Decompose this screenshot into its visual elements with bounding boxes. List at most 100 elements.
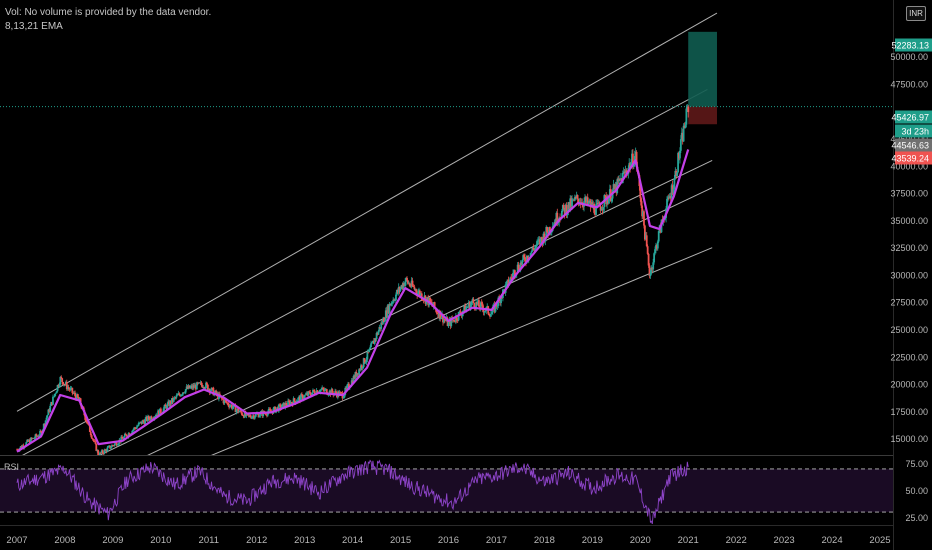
candle-body bbox=[191, 385, 194, 389]
candle-body bbox=[44, 420, 47, 426]
candle-body bbox=[608, 189, 611, 198]
candle-body bbox=[181, 394, 183, 396]
candle-body bbox=[546, 227, 549, 233]
candle bbox=[37, 434, 40, 437]
candle-body bbox=[436, 312, 439, 314]
candle-body bbox=[245, 413, 248, 416]
candle-body bbox=[669, 196, 672, 199]
target-zone[interactable] bbox=[688, 31, 717, 107]
rsi-pane[interactable] bbox=[0, 459, 893, 525]
candle bbox=[31, 437, 34, 440]
candle bbox=[405, 277, 407, 286]
candle bbox=[513, 269, 515, 275]
candle bbox=[64, 383, 66, 386]
candle-body bbox=[385, 310, 388, 317]
candle-body bbox=[535, 245, 537, 248]
candle-body bbox=[204, 387, 206, 389]
price-label-red[interactable]: 43539.24 bbox=[891, 151, 932, 165]
candle bbox=[470, 300, 473, 307]
candle-body bbox=[676, 172, 679, 176]
price-label-green[interactable]: 45426.97 bbox=[891, 110, 932, 124]
candle-body bbox=[587, 202, 590, 204]
candle-body bbox=[510, 277, 513, 279]
candle bbox=[482, 305, 485, 316]
candle-body bbox=[367, 351, 370, 353]
candle bbox=[613, 183, 616, 190]
candle-body bbox=[380, 322, 383, 329]
candle-body bbox=[150, 416, 153, 420]
candle bbox=[593, 202, 596, 215]
channel-line-3[interactable] bbox=[89, 159, 713, 460]
candle bbox=[536, 239, 538, 249]
candle bbox=[253, 414, 255, 420]
candle-body bbox=[531, 247, 534, 252]
time-tick-label: 2024 bbox=[821, 535, 842, 546]
candle bbox=[407, 279, 409, 285]
candle-body bbox=[617, 179, 620, 182]
candle-body bbox=[454, 321, 456, 323]
candle bbox=[62, 381, 65, 386]
candle bbox=[681, 128, 684, 145]
candle-body bbox=[570, 198, 573, 207]
candle-body bbox=[251, 416, 254, 419]
candle bbox=[678, 151, 680, 161]
candle-body bbox=[236, 408, 239, 410]
channel-line-5[interactable] bbox=[199, 247, 713, 461]
candle bbox=[198, 382, 201, 384]
candle-body bbox=[188, 385, 191, 389]
price-tick-label: 27500.00 bbox=[890, 298, 928, 308]
candle-body bbox=[622, 171, 625, 173]
candle bbox=[505, 280, 508, 287]
candle-body bbox=[132, 429, 135, 431]
channel-line-1[interactable] bbox=[16, 12, 718, 412]
candle-body bbox=[168, 401, 171, 407]
time-axis[interactable]: 2007 2008 2009 2010 2011 2012 2013 2014 2015 2016… bbox=[0, 525, 893, 547]
candle-body bbox=[477, 300, 479, 305]
candle-body bbox=[521, 259, 524, 265]
currency-badge[interactable]: INR bbox=[906, 6, 926, 21]
candle-body bbox=[404, 281, 407, 287]
candle bbox=[372, 337, 375, 344]
candle-body bbox=[467, 302, 470, 307]
candle-body bbox=[267, 409, 270, 413]
candle-body bbox=[94, 441, 97, 444]
rsi-line[interactable] bbox=[16, 459, 689, 525]
candle bbox=[167, 399, 170, 405]
ema-legend[interactable]: 8,13,21 EMA bbox=[5, 21, 63, 32]
stop-zone[interactable] bbox=[688, 106, 717, 125]
candle bbox=[49, 403, 52, 413]
price-label-gray[interactable]: 44546.63 bbox=[891, 138, 932, 152]
rsi-legend[interactable]: RSI bbox=[4, 462, 20, 472]
candle-body bbox=[480, 302, 483, 304]
price-label-green[interactable]: 52283.13 bbox=[891, 38, 932, 52]
candle-body bbox=[593, 203, 596, 213]
candle bbox=[540, 236, 543, 243]
candle-body bbox=[610, 198, 613, 201]
candle-body bbox=[351, 380, 354, 384]
candle bbox=[206, 381, 208, 386]
channel-line-4[interactable] bbox=[137, 187, 713, 461]
candle bbox=[16, 448, 18, 451]
candle bbox=[572, 199, 575, 202]
candle-body bbox=[186, 386, 189, 389]
candle bbox=[440, 317, 443, 320]
candle-body bbox=[99, 452, 101, 455]
candle-body bbox=[202, 387, 205, 388]
candle-body bbox=[176, 394, 179, 396]
candle-body bbox=[369, 347, 372, 349]
price-axis[interactable]: 15000.00 17500.00 20000.00 22500.00 25000.00… bbox=[890, 0, 932, 550]
candle bbox=[282, 402, 285, 406]
candle bbox=[278, 403, 281, 407]
candle bbox=[360, 364, 363, 371]
candle-body bbox=[33, 438, 36, 439]
candle-body bbox=[288, 400, 290, 402]
candle-body bbox=[243, 412, 246, 418]
candle bbox=[617, 176, 620, 185]
candle-body bbox=[316, 390, 319, 394]
time-tick-label: 2013 bbox=[294, 535, 315, 546]
price-pane[interactable] bbox=[0, 12, 893, 461]
price-label-green[interactable]: 3d 23h bbox=[895, 124, 932, 138]
candle-body bbox=[400, 285, 403, 288]
candle-body bbox=[123, 433, 126, 437]
channel-line-2[interactable] bbox=[17, 89, 708, 458]
